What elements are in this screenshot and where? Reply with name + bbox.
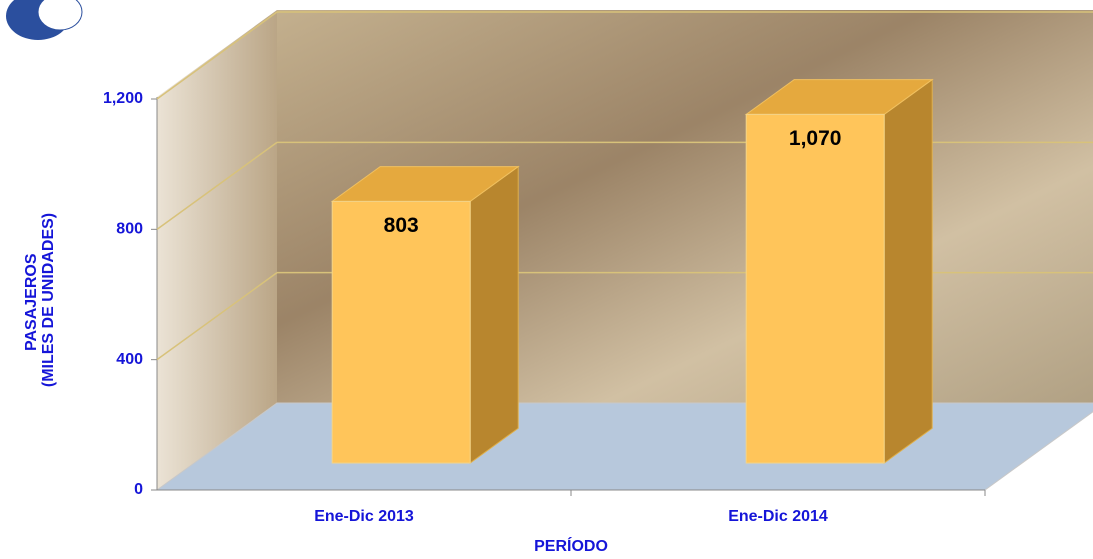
y-tick-label: 800 <box>116 221 143 238</box>
y-axis-title: PASAJEROS (MILES DE UNIDADES) <box>23 213 57 387</box>
bar-side <box>884 80 932 463</box>
y-tick-label: 0 <box>134 481 143 498</box>
chart: PASAJEROS (MILES DE UNIDADES) PERÍODO 0 4… <box>0 0 1093 559</box>
y-axis-title-line: (MILES DE UNIDADES) <box>40 213 57 387</box>
bar <box>332 201 470 463</box>
x-axis-title: PERÍODO <box>534 536 608 555</box>
bar-side <box>470 167 518 463</box>
value-label: 1,070 <box>789 127 842 150</box>
page: PASAJEROS (MILES DE UNIDADES) PERÍODO 0 4… <box>0 0 1093 559</box>
floor <box>157 403 1093 490</box>
y-tick-label: 1,200 <box>103 90 143 107</box>
value-label: 803 <box>384 214 419 237</box>
x-tick-label: Ene-Dic 2013 <box>314 508 414 525</box>
x-tick-label: Ene-Dic 2014 <box>728 508 828 525</box>
bar <box>746 114 884 463</box>
y-tick-label: 400 <box>116 351 143 368</box>
logo <box>6 0 82 40</box>
y-axis-title-line: PASAJEROS <box>23 253 40 351</box>
